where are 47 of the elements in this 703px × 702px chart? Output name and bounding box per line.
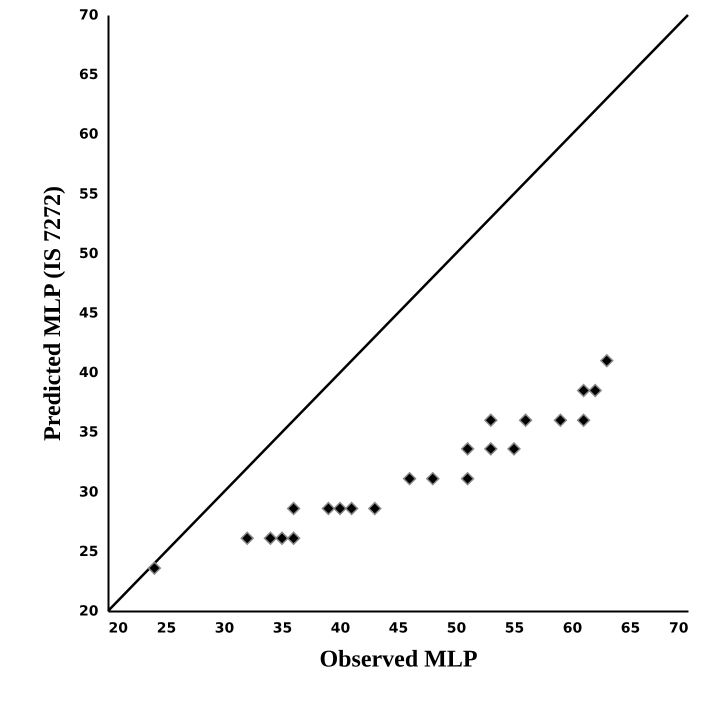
point xyxy=(460,442,474,456)
x-tick-label: 40 xyxy=(330,620,350,636)
point xyxy=(554,414,568,427)
point xyxy=(286,532,300,545)
x-tick-label: 25 xyxy=(156,620,176,636)
x-tick-label: 45 xyxy=(388,620,408,636)
point xyxy=(426,472,440,486)
x-tick-label: 50 xyxy=(446,620,466,636)
point xyxy=(484,414,498,427)
y-tick-label: 25 xyxy=(79,544,98,560)
point xyxy=(507,442,521,456)
x-tick-label: 35 xyxy=(272,620,292,636)
point xyxy=(368,502,382,516)
point xyxy=(402,472,416,486)
point xyxy=(333,502,347,516)
x-tick-label: 70 xyxy=(669,620,689,636)
y-tick-label: 40 xyxy=(79,365,99,382)
point xyxy=(460,472,474,486)
point xyxy=(344,502,358,516)
y-tick-label: 50 xyxy=(79,246,99,262)
point xyxy=(286,502,300,516)
y-tick-label: 70 xyxy=(79,8,99,24)
point xyxy=(518,414,532,427)
x-tick-label: 60 xyxy=(562,620,582,636)
point xyxy=(588,384,602,398)
point xyxy=(576,414,590,427)
y-axis-title: Predicted MLP (IS 7272) xyxy=(40,186,66,441)
point xyxy=(240,532,254,545)
y-tick-label: 55 xyxy=(79,186,98,202)
point xyxy=(484,442,498,456)
x-tick-label: 65 xyxy=(620,620,640,636)
y-tick-label: 60 xyxy=(79,126,99,143)
x-axis-title: Observed MLP xyxy=(320,646,478,672)
point xyxy=(275,532,289,545)
x-tick-label: 55 xyxy=(504,620,524,636)
y-tick-label: 35 xyxy=(79,424,98,441)
point xyxy=(600,354,614,368)
y-tick-label: 20 xyxy=(79,604,99,620)
y-tick-label: 30 xyxy=(79,484,99,500)
y-tick-label: 45 xyxy=(79,306,98,322)
point xyxy=(264,532,278,545)
point xyxy=(322,502,336,516)
y-tick-label: 65 xyxy=(79,67,98,84)
point xyxy=(576,384,590,398)
point xyxy=(148,561,162,575)
x-tick-label: 30 xyxy=(214,620,234,636)
x-tick-label: 20 xyxy=(108,620,128,636)
